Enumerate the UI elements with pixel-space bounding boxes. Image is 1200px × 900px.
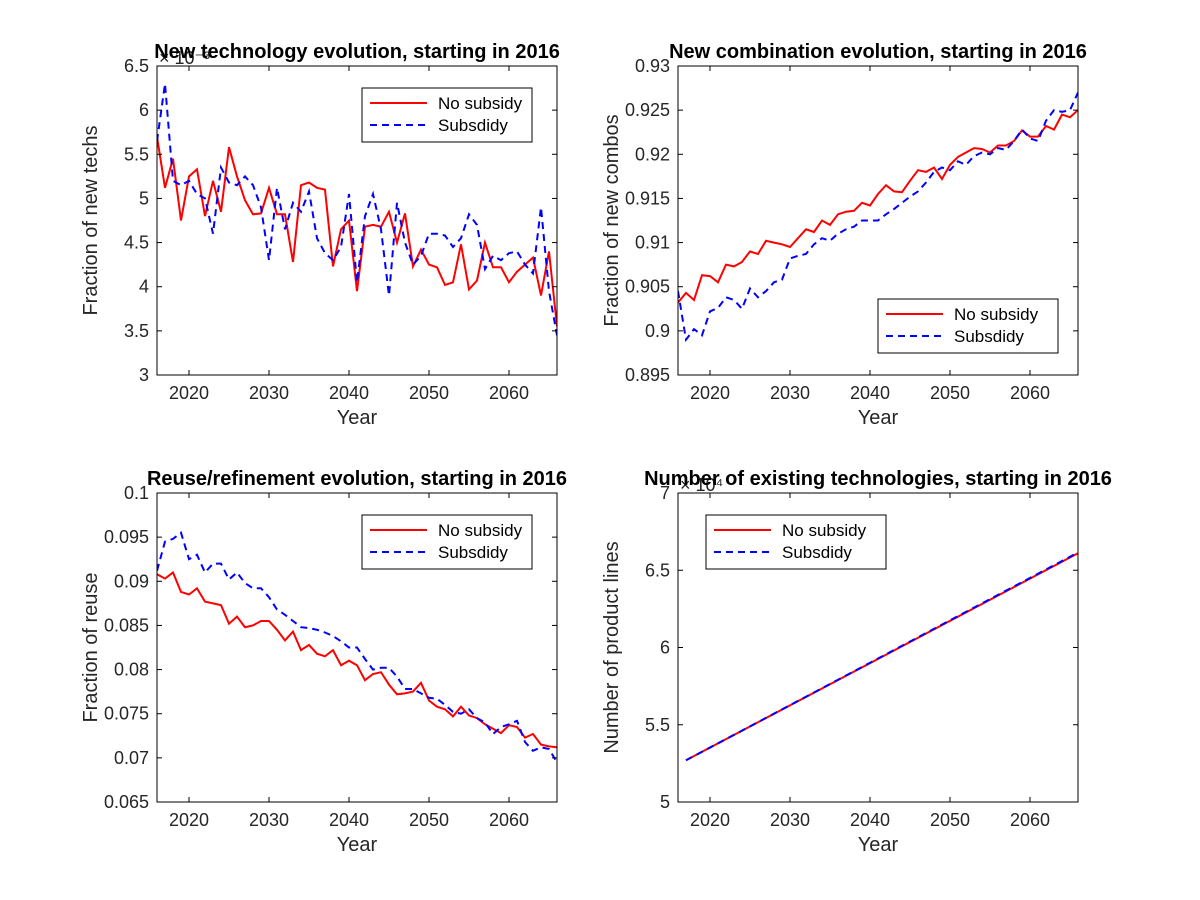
y-tick-label: 0.91: [635, 233, 670, 253]
x-axis-label: Year: [337, 834, 378, 856]
y-tick-label: 0.925: [625, 100, 670, 120]
series-line-no-subsidy: [678, 110, 1078, 303]
x-tick-label: 2050: [409, 810, 449, 830]
x-tick-label: 2050: [930, 383, 970, 403]
x-tick-label: 2030: [770, 383, 810, 403]
x-tick-label: 2030: [770, 810, 810, 830]
y-tick-label: 0.915: [625, 188, 670, 208]
x-tick-label: 2020: [169, 383, 209, 403]
y-axis-label: Fraction of new combos: [601, 114, 623, 326]
y-tick-label: 3: [139, 365, 149, 385]
y-tick-label: 4: [139, 277, 149, 297]
x-axis-label: Year: [858, 407, 899, 429]
legend: No subsidy Subsdidy: [362, 515, 532, 569]
chart-title: Number of existing technologies, startin…: [644, 468, 1112, 490]
chart-title: New combination evolution, starting in 2…: [669, 41, 1087, 63]
y-tick-label: 0.075: [104, 704, 149, 724]
chart-panel-4: 2020203020402050206055.566.57× 10⁴Number…: [601, 468, 1112, 856]
series-line-subsidy: [686, 553, 1078, 761]
x-tick-label: 2020: [169, 810, 209, 830]
y-tick-label: 5: [139, 188, 149, 208]
y-tick-label: 4.5: [124, 233, 149, 253]
legend-label: Subsdidy: [438, 116, 508, 135]
y-tick-label: 0.1: [124, 483, 149, 503]
y-tick-label: 6.5: [124, 56, 149, 76]
x-tick-label: 2060: [1010, 810, 1050, 830]
x-tick-label: 2040: [329, 383, 369, 403]
legend: No subsidy Subsdidy: [362, 88, 532, 142]
legend: No subsidy Subsdidy: [706, 515, 886, 569]
y-tick-label: 0.895: [625, 365, 670, 385]
y-tick-label: 0.92: [635, 144, 670, 164]
legend-label: No subsidy: [782, 521, 867, 540]
x-tick-label: 2050: [930, 810, 970, 830]
x-tick-label: 2020: [690, 810, 730, 830]
x-tick-label: 2060: [489, 383, 529, 403]
x-tick-label: 2040: [850, 810, 890, 830]
series-line-no-subsidy: [157, 137, 557, 327]
chart-panel-3: 2020 2030 2040 2050 2060 0.065 0.07 0.075 0.08 0.…: [80, 468, 567, 856]
x-tick-label: 2050: [409, 383, 449, 403]
y-tick-label: 0.095: [104, 527, 149, 547]
chart-title: New technology evolution, starting in 20…: [154, 41, 560, 63]
y-tick-label: 5.5: [645, 715, 670, 735]
x-tick-label: 2020: [690, 383, 730, 403]
y-tick-label: 6.5: [645, 560, 670, 580]
y-axis-label: Fraction of reuse: [80, 572, 102, 722]
series-line-no-subsidy: [157, 573, 557, 748]
legend-label: Subsdidy: [954, 327, 1024, 346]
chart-panel-1: 2020203020402050206033.544.555.566.5× 10…: [80, 41, 560, 429]
x-tick-label: 2060: [489, 810, 529, 830]
x-axis-label: Year: [858, 834, 899, 856]
y-tick-label: 6: [660, 638, 670, 658]
y-axis-label: Fraction of new techs: [80, 125, 102, 315]
y-tick-label: 6: [139, 100, 149, 120]
x-tick-label: 2040: [850, 383, 890, 403]
y-tick-label: 0.08: [114, 660, 149, 680]
x-tick-label: 2040: [329, 810, 369, 830]
y-tick-label: 0.905: [625, 277, 670, 297]
legend-label: No subsidy: [438, 94, 523, 113]
x-axis-label: Year: [337, 407, 378, 429]
y-tick-label: 5: [660, 792, 670, 812]
legend-label: No subsidy: [954, 305, 1039, 324]
x-tick-label: 2060: [1010, 383, 1050, 403]
legend-label: Subsdidy: [782, 543, 852, 562]
chart-title: Reuse/refinement evolution, starting in …: [147, 468, 567, 490]
y-tick-label: 3.5: [124, 321, 149, 341]
legend-label: No subsidy: [438, 521, 523, 540]
x-tick-label: 2030: [249, 383, 289, 403]
legend: No subsidy Subsdidy: [878, 299, 1058, 353]
y-axis-label: Number of product lines: [601, 541, 623, 753]
y-tick-label: 0.065: [104, 792, 149, 812]
y-tick-label: 0.93: [635, 56, 670, 76]
y-tick-label: 0.9: [645, 321, 670, 341]
y-tick-label: 0.09: [114, 571, 149, 591]
y-tick-label: 0.07: [114, 748, 149, 768]
chart-panel-2: 2020 2030 2040 2050 2060 0.895 0.9 0.905 0.91 0.9…: [601, 41, 1087, 429]
x-tick-label: 2030: [249, 810, 289, 830]
legend-label: Subsdidy: [438, 543, 508, 562]
y-tick-label: 5.5: [124, 144, 149, 164]
y-tick-label: 0.085: [104, 615, 149, 635]
